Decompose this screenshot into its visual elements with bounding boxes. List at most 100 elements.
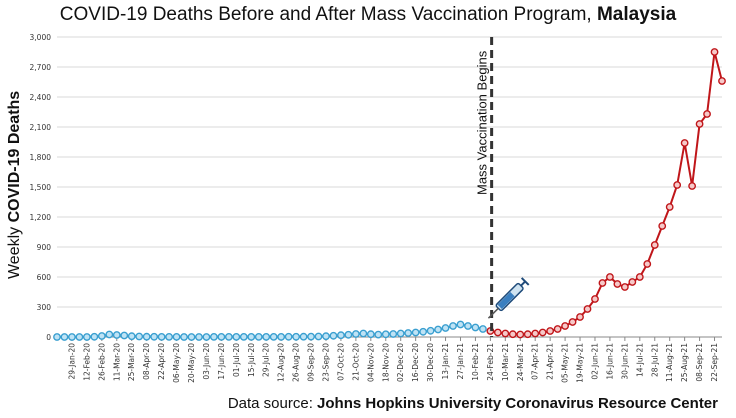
x-tick-label: 11-Aug-21 [665, 343, 674, 382]
data-point-before [247, 332, 256, 341]
data-point-before [426, 326, 435, 335]
data-point-before [344, 330, 353, 339]
syringe-icon [487, 277, 530, 319]
data-point-before [404, 329, 413, 337]
x-tick-label: 16-Dec-20 [411, 343, 420, 382]
x-tick-label: 10-Mar-21 [501, 343, 510, 381]
data-point-before [90, 332, 99, 341]
data-point-before [157, 332, 166, 341]
x-tick-label: 26-Feb-20 [97, 343, 106, 381]
data-point-after [665, 203, 674, 211]
data-point-before [187, 333, 196, 341]
x-tick-label: 20-May-20 [187, 343, 196, 383]
data-point-before [374, 330, 383, 339]
series-points [53, 48, 726, 341]
data-point-before [254, 332, 263, 341]
y-axis-ticks: 0 300 600 900 1,200 1,500 1,800 2,100 2,400 2,700… [30, 33, 52, 342]
y-tick-label: 300 [37, 303, 52, 312]
x-tick-label: 10-Feb-21 [471, 343, 480, 381]
gridlines [57, 36, 722, 338]
data-point-before [292, 332, 301, 341]
data-point-after [710, 48, 719, 56]
data-point-after [643, 260, 652, 268]
data-point-before [269, 332, 278, 341]
x-tick-label: 17-Jun-20 [217, 343, 226, 380]
data-point-before [337, 331, 345, 340]
y-tick-label: 1,200 [30, 213, 52, 222]
data-point-before [112, 331, 121, 339]
data-point-before [195, 333, 203, 341]
data-point-before [277, 332, 286, 341]
data-point-before [359, 329, 368, 338]
x-tick-label: 21-Apr-21 [546, 343, 555, 380]
data-point-before [127, 332, 136, 341]
x-tick-label: 19-May-21 [576, 343, 585, 383]
data-point-before [232, 332, 241, 341]
x-tick-label: 15-Jul-20 [247, 343, 256, 377]
y-tick-label: 1,500 [30, 183, 52, 192]
y-tick-label: 0 [46, 333, 51, 342]
x-tick-label: 04-Nov-20 [366, 343, 375, 382]
y-tick-label: 2,700 [30, 63, 52, 72]
x-tick-label: 16-Jun-21 [605, 343, 614, 380]
data-point-after [620, 283, 629, 291]
data-source-name: Johns Hopkins University Coronavirus Res… [317, 395, 718, 412]
x-tick-label: 02-Jun-21 [590, 343, 599, 380]
x-tick-label: 06-May-20 [172, 343, 181, 383]
x-tick-label: 29-Jul-20 [262, 343, 271, 377]
x-tick-label: 01-Jul-20 [232, 343, 241, 377]
chart-title-country: Malaysia [596, 4, 677, 25]
chart-title: COVID-19 Deaths Before and After Mass Va… [0, 2, 736, 28]
y-axis-label-bold: COVID-19 Deaths [6, 91, 23, 223]
x-tick-label: 26-Aug-20 [292, 343, 301, 382]
data-point-after [583, 305, 592, 313]
data-point-after [493, 328, 502, 337]
x-tick-label: 12-Aug-20 [277, 343, 286, 382]
data-point-before [202, 333, 211, 341]
data-point-before [75, 333, 84, 341]
data-point-after [591, 295, 599, 303]
data-point-after [561, 322, 569, 330]
data-point-before [478, 325, 487, 333]
data-point-before [262, 332, 271, 341]
x-tick-label: 29-Jan-20 [67, 343, 76, 380]
data-point-after [635, 273, 644, 281]
data-point-before [180, 333, 188, 341]
data-point-before [135, 332, 144, 341]
y-axis-label-pre: Weekly [6, 222, 23, 279]
chart-title-main: COVID-19 Deaths Before and After Mass Va… [59, 4, 592, 25]
y-tick-label: 3,000 [30, 33, 52, 42]
x-tick-label: 24-Feb-21 [486, 343, 495, 381]
data-point-after [650, 241, 659, 249]
data-point-after [501, 329, 510, 338]
x-axis-ticks: 29-Jan-20 12-Feb-20 26-Feb-20 11-Mar-20 25-M… [67, 337, 719, 383]
data-point-before [434, 325, 442, 334]
data-point-before [239, 332, 248, 341]
x-tick-label: 30-Dec-20 [426, 343, 435, 382]
y-axis-label: Weekly COVID-19 Deaths [6, 91, 23, 279]
x-tick-label: 21-Oct-20 [351, 343, 360, 381]
data-point-after [680, 139, 689, 147]
data-point-before [68, 333, 76, 341]
y-tick-label: 900 [37, 243, 52, 252]
data-point-before [307, 332, 315, 341]
x-tick-label: 07-Apr-21 [531, 343, 540, 380]
data-point-after [576, 313, 584, 321]
data-point-before [210, 332, 218, 341]
data-point-before [105, 330, 114, 339]
data-point-after [695, 120, 704, 128]
data-point-before [224, 332, 233, 341]
x-tick-label: 11-Mar-20 [112, 343, 121, 381]
data-point-before [419, 327, 428, 336]
data-point-before [97, 332, 106, 340]
series-lines [57, 51, 723, 338]
x-tick-label: 30-Jun-21 [620, 343, 629, 380]
data-point-after [658, 222, 667, 230]
data-point-after [628, 278, 637, 286]
data-point-after [516, 330, 525, 339]
data-point-before [165, 332, 173, 341]
data-source-prefix: Data source: [227, 395, 318, 412]
data-point-before [449, 322, 457, 330]
data-point-after [553, 325, 562, 333]
x-tick-label: 12-Feb-20 [82, 343, 91, 381]
